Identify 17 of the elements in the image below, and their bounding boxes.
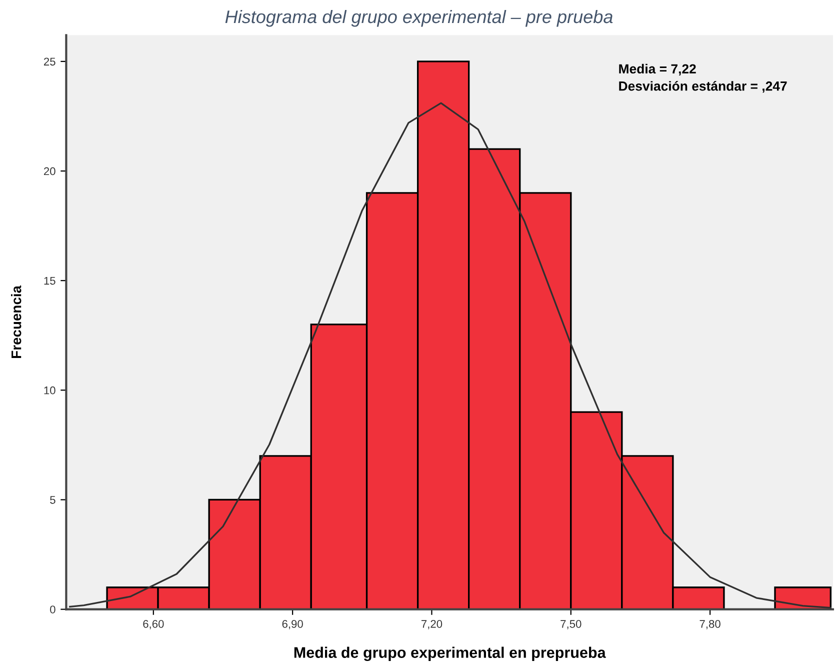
- line-series: [69, 102, 832, 609]
- x-tick-label: 7,80: [700, 620, 720, 630]
- y-tick-label: 0: [50, 606, 56, 614]
- y-tick-label: 25: [44, 58, 56, 66]
- y-tick-label: 10: [44, 386, 56, 394]
- y-axis-title: Frecuencia: [11, 285, 22, 358]
- y-tick-label: 20: [44, 167, 56, 176]
- x-tick-label: 7,50: [560, 620, 582, 630]
- y-tick-label: 15: [44, 276, 56, 285]
- x-tick-label: 7,20: [421, 620, 442, 630]
- x-tick-label: 6,60: [143, 620, 164, 630]
- chart-title: Histograma del grupo experimental – pre prueba: [225, 10, 613, 27]
- x-axis-title: Media de grupo experimental en preprueba: [294, 646, 606, 662]
- y-tick-label: 5: [50, 496, 56, 504]
- annotation: Desviación estándar = ,247: [619, 80, 787, 93]
- annotation: Media = 7,22: [619, 64, 696, 76]
- x-tick-label: 6,90: [282, 620, 303, 630]
